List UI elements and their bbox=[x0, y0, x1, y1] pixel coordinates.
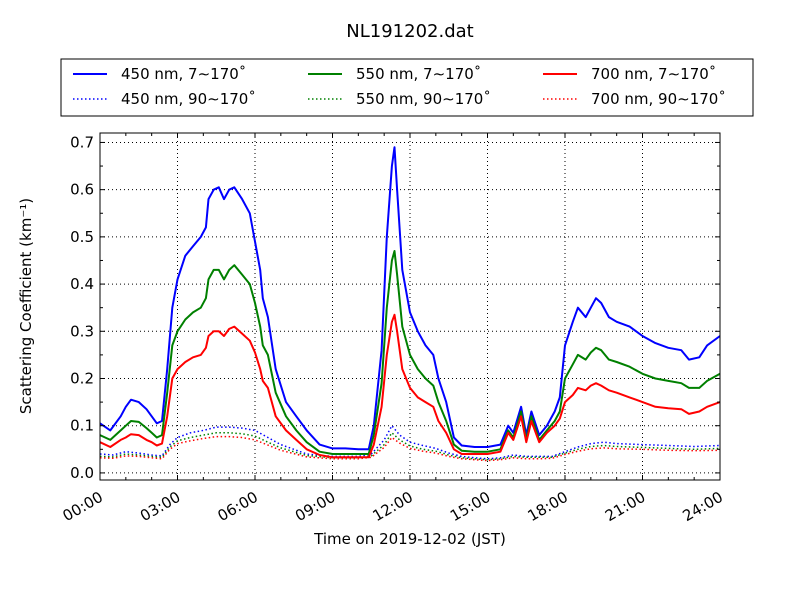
x-tick-label: 03:00 bbox=[137, 488, 183, 525]
y-tick-label: 0.5 bbox=[70, 228, 94, 246]
x-tick-label: 09:00 bbox=[292, 488, 338, 525]
x-tick-label: 21:00 bbox=[602, 488, 648, 525]
y-tick-label: 0.2 bbox=[70, 369, 94, 387]
y-axis: 0.0 0.1 0.2 0.3 0.4 0.5 0.6 0.7 bbox=[70, 133, 720, 482]
y-tick-label: 0.1 bbox=[70, 417, 94, 435]
series-layer bbox=[99, 146, 721, 462]
x-tick-label: 12:00 bbox=[370, 488, 416, 525]
series-line bbox=[99, 250, 721, 455]
x-tick-label: 15:00 bbox=[447, 488, 493, 525]
series-line bbox=[99, 146, 721, 451]
y-tick-label: 0.3 bbox=[70, 322, 94, 340]
chart-title: NL191202.dat bbox=[346, 21, 473, 42]
legend-label: 550 nm, 90∼170˚ bbox=[356, 90, 491, 108]
x-tick-label: 18:00 bbox=[525, 488, 571, 525]
x-tick-label: 06:00 bbox=[215, 488, 261, 525]
x-tick-label: 00:00 bbox=[60, 488, 106, 525]
x-axis-label: Time on 2019-12-02 (JST) bbox=[313, 530, 506, 548]
y-tick-label: 0.6 bbox=[70, 181, 94, 199]
legend-label: 450 nm, 90∼170˚ bbox=[121, 90, 256, 108]
series-line bbox=[99, 313, 721, 459]
legend-label: 450 nm, 7∼170˚ bbox=[121, 65, 246, 83]
legend-frame bbox=[60, 58, 754, 117]
legend: 450 nm, 7∼170˚ 450 nm, 90∼170˚ 550 nm, 7∼1… bbox=[60, 58, 754, 117]
x-tick-label: 24:00 bbox=[680, 488, 726, 525]
grid bbox=[99, 133, 721, 480]
series-line bbox=[99, 432, 721, 461]
y-tick-label: 0.4 bbox=[70, 275, 94, 293]
legend-label: 700 nm, 7∼170˚ bbox=[591, 65, 716, 83]
y-tick-label: 0.7 bbox=[70, 133, 94, 151]
legend-label: 700 nm, 90∼170˚ bbox=[591, 90, 726, 108]
y-axis-label: Scattering Coefficient (km⁻¹) bbox=[17, 198, 35, 414]
series-line bbox=[99, 435, 721, 462]
legend-label: 550 nm, 7∼170˚ bbox=[356, 65, 481, 83]
y-tick-label: 0.0 bbox=[70, 464, 94, 482]
x-axis: 00:00 03:00 06:00 09:00 12:00 15:00 18:00 21:00… bbox=[60, 133, 726, 525]
